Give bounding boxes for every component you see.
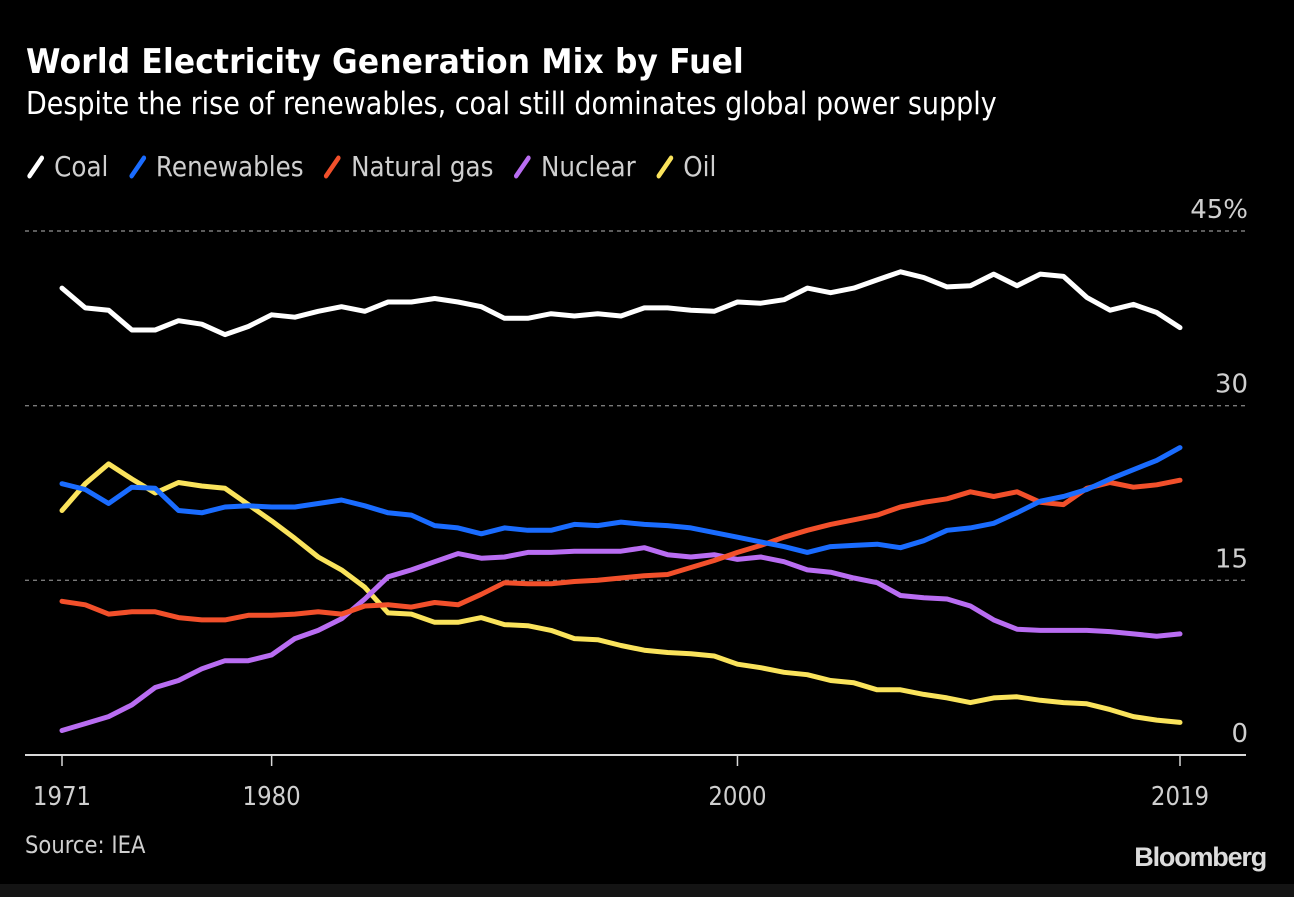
legend-label-oil: Oil bbox=[683, 150, 717, 183]
legend-swatch-natural-gas-icon bbox=[324, 155, 341, 178]
x-tick-label: 1971 bbox=[33, 781, 91, 812]
legend-item-oil: Oil bbox=[655, 150, 716, 183]
legend-label-natural-gas: Natural gas bbox=[351, 150, 494, 183]
series-line-renewables bbox=[59, 445, 1183, 555]
legend-swatch-coal-icon bbox=[27, 155, 45, 178]
legend-item-nuclear: Nuclear bbox=[513, 150, 636, 183]
x-axis: 1971 1980 2000 2019 bbox=[25, 754, 1246, 812]
y-tick-label: 30 bbox=[1215, 370, 1248, 400]
x-tick-label: 2000 bbox=[708, 781, 766, 812]
chart-subtitle: Despite the rise of renewables, coal sti… bbox=[26, 86, 997, 122]
legend-item-natural-gas: Natural gas bbox=[323, 150, 493, 183]
y-tick-label: 15 bbox=[1215, 544, 1248, 574]
gridlines bbox=[25, 230, 1248, 582]
legend-swatch-renewables-icon bbox=[129, 155, 146, 178]
series-line-nuclear bbox=[59, 545, 1183, 733]
y-tick-label: 45% bbox=[1190, 195, 1248, 225]
legend-label-nuclear: Nuclear bbox=[540, 150, 636, 183]
y-tick-label: 0 bbox=[1231, 719, 1248, 749]
series-line-oil bbox=[59, 461, 1183, 725]
series-line-natural-gas bbox=[59, 477, 1183, 623]
x-tick-label: 2019 bbox=[1151, 781, 1209, 812]
legend-swatch-nuclear-icon bbox=[514, 155, 531, 178]
legend-item-coal: Coal bbox=[26, 150, 108, 183]
legend-item-renewables: Renewables bbox=[128, 150, 304, 183]
legend-swatch-oil-icon bbox=[656, 155, 674, 178]
series-line-coal bbox=[59, 269, 1183, 338]
bloomberg-logo: Bloomberg bbox=[1134, 842, 1267, 872]
legend: Coal Renewables Natural gas Nuclear Oil bbox=[26, 150, 736, 183]
y-axis-labels: 45% 30 15 0 bbox=[1190, 195, 1248, 749]
x-tick-label: 1980 bbox=[243, 781, 301, 812]
legend-label-renewables: Renewables bbox=[155, 150, 304, 183]
chart-title: World Electricity Generation Mix by Fuel bbox=[26, 42, 744, 82]
bottom-strip bbox=[0, 884, 1294, 897]
series-lines bbox=[59, 269, 1183, 733]
legend-label-coal: Coal bbox=[54, 150, 109, 183]
source-note: Source: IEA bbox=[25, 831, 146, 859]
